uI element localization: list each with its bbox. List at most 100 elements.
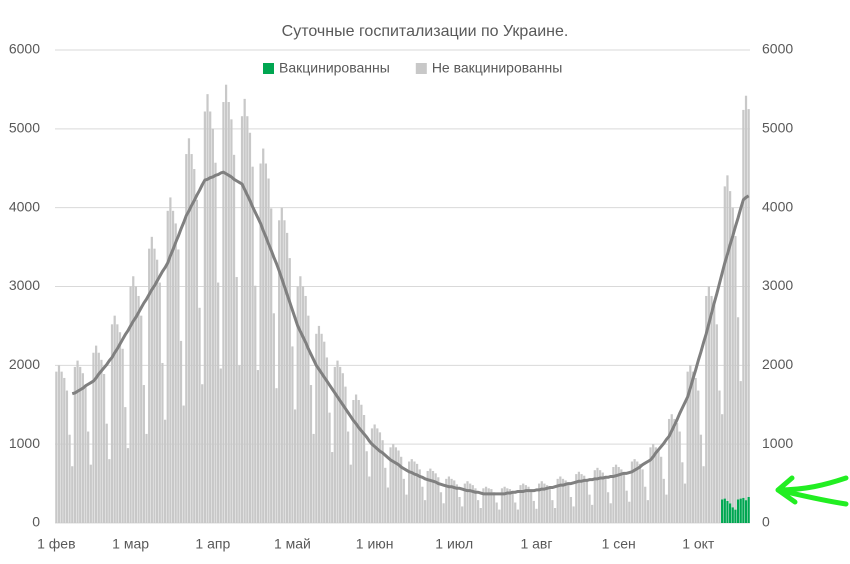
bar xyxy=(227,102,230,523)
bar xyxy=(166,210,169,523)
bar xyxy=(323,341,326,523)
bar xyxy=(591,504,594,523)
bar xyxy=(667,418,671,523)
bar xyxy=(190,154,193,523)
bar xyxy=(458,496,461,523)
bar xyxy=(344,386,347,523)
bar xyxy=(299,276,302,523)
y2-tick-label: 1000 xyxy=(762,435,793,451)
bar xyxy=(352,400,355,523)
bar xyxy=(254,285,257,523)
bar xyxy=(307,315,310,523)
bar xyxy=(601,472,604,523)
bar xyxy=(442,503,445,523)
bar xyxy=(461,506,464,523)
bar xyxy=(402,478,405,523)
bar xyxy=(243,98,246,524)
bar xyxy=(660,456,663,523)
bar xyxy=(278,220,281,523)
bar xyxy=(376,428,379,523)
bar xyxy=(723,498,726,523)
bar xyxy=(110,324,114,523)
bar xyxy=(511,492,514,523)
bar xyxy=(349,464,352,523)
bar xyxy=(108,459,111,523)
bar xyxy=(370,428,374,523)
labels: 0 1000 2000 3000 4000 5000 6000 0 1000 2000 3000 40… xyxy=(9,41,794,552)
bar xyxy=(498,509,501,523)
bar xyxy=(270,208,273,523)
bar xyxy=(522,483,525,523)
bar xyxy=(553,508,557,523)
y2-tick-label: 3000 xyxy=(762,277,793,293)
bar xyxy=(564,480,567,523)
x-tick-label: 1 мар xyxy=(112,536,149,552)
bar xyxy=(622,474,626,523)
bar xyxy=(381,440,384,523)
bar xyxy=(721,414,724,500)
bar xyxy=(362,414,366,523)
bar xyxy=(487,488,490,523)
bar xyxy=(715,324,718,523)
bar xyxy=(593,470,596,523)
bar xyxy=(163,419,167,523)
legend-swatch xyxy=(415,63,427,74)
bar xyxy=(357,400,360,523)
legend-swatch xyxy=(263,63,274,74)
lines xyxy=(71,170,750,496)
bar xyxy=(532,500,535,523)
bar xyxy=(524,485,527,523)
x-tick-label: 1 сен xyxy=(602,536,636,552)
y-tick-label: 6000 xyxy=(9,41,40,57)
bar xyxy=(386,487,390,523)
bar xyxy=(145,433,148,523)
bar xyxy=(76,360,79,523)
bar xyxy=(378,432,382,523)
bar xyxy=(397,450,400,523)
bar xyxy=(73,366,77,523)
bar xyxy=(219,368,222,523)
bar xyxy=(482,488,485,523)
bar xyxy=(373,424,376,523)
bar xyxy=(540,481,543,523)
bar xyxy=(217,282,220,523)
bar xyxy=(328,412,331,523)
bars xyxy=(55,84,750,524)
bar xyxy=(543,483,546,523)
bar xyxy=(129,286,132,523)
bar xyxy=(280,207,283,523)
bar xyxy=(222,102,225,523)
bar xyxy=(203,111,206,524)
bar xyxy=(262,148,265,523)
bar xyxy=(283,220,286,523)
bar xyxy=(718,390,721,523)
bar xyxy=(710,295,713,523)
bar xyxy=(339,366,342,523)
bar xyxy=(638,463,642,523)
bar xyxy=(301,286,305,523)
bar xyxy=(100,359,103,523)
bar xyxy=(209,111,212,524)
bar xyxy=(726,175,729,501)
y-tick-label: 0 xyxy=(32,514,40,530)
bar xyxy=(596,467,599,523)
legend-label: Вакцинированны xyxy=(279,60,390,76)
bar xyxy=(699,434,703,523)
y-tick-label: 5000 xyxy=(9,120,40,136)
bar xyxy=(614,464,618,523)
bar xyxy=(556,478,559,523)
bar xyxy=(198,307,201,523)
bar xyxy=(392,444,395,523)
bar xyxy=(739,381,742,499)
bar xyxy=(734,509,737,523)
bar xyxy=(561,478,565,523)
bar xyxy=(678,431,681,523)
bar xyxy=(251,166,254,523)
bar xyxy=(628,501,631,523)
bar xyxy=(728,191,732,504)
bar xyxy=(230,119,233,523)
bar xyxy=(569,496,573,523)
bar xyxy=(683,483,687,523)
y-tick-label: 2000 xyxy=(9,356,40,372)
bar xyxy=(291,346,294,523)
